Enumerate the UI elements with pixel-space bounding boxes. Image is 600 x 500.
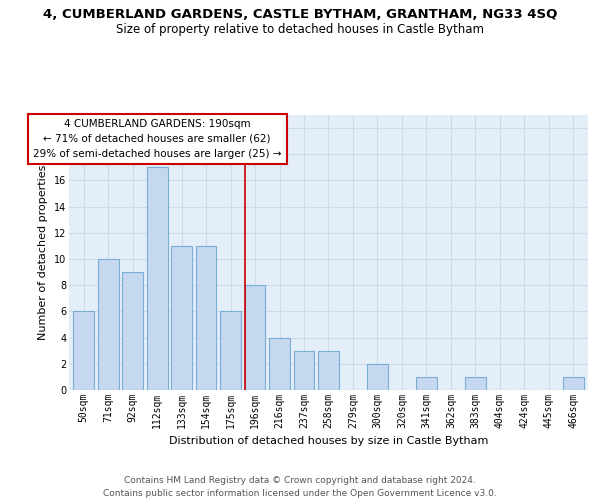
Bar: [465, 377, 486, 390]
X-axis label: Distribution of detached houses by size in Castle Bytham: Distribution of detached houses by size …: [169, 436, 488, 446]
Bar: [122, 272, 143, 390]
Bar: [367, 364, 388, 390]
Bar: [73, 312, 94, 390]
Bar: [318, 350, 339, 390]
Text: 4 CUMBERLAND GARDENS: 190sqm
← 71% of detached houses are smaller (62)
29% of se: 4 CUMBERLAND GARDENS: 190sqm ← 71% of de…: [33, 119, 281, 158]
Text: Size of property relative to detached houses in Castle Bytham: Size of property relative to detached ho…: [116, 22, 484, 36]
Bar: [563, 377, 584, 390]
Y-axis label: Number of detached properties: Number of detached properties: [38, 165, 48, 340]
Bar: [293, 350, 314, 390]
Text: Contains HM Land Registry data © Crown copyright and database right 2024.
Contai: Contains HM Land Registry data © Crown c…: [103, 476, 497, 498]
Bar: [147, 168, 167, 390]
Text: 4, CUMBERLAND GARDENS, CASTLE BYTHAM, GRANTHAM, NG33 4SQ: 4, CUMBERLAND GARDENS, CASTLE BYTHAM, GR…: [43, 8, 557, 20]
Bar: [416, 377, 437, 390]
Bar: [98, 259, 119, 390]
Bar: [269, 338, 290, 390]
Bar: [245, 285, 265, 390]
Bar: [171, 246, 192, 390]
Bar: [196, 246, 217, 390]
Bar: [220, 312, 241, 390]
